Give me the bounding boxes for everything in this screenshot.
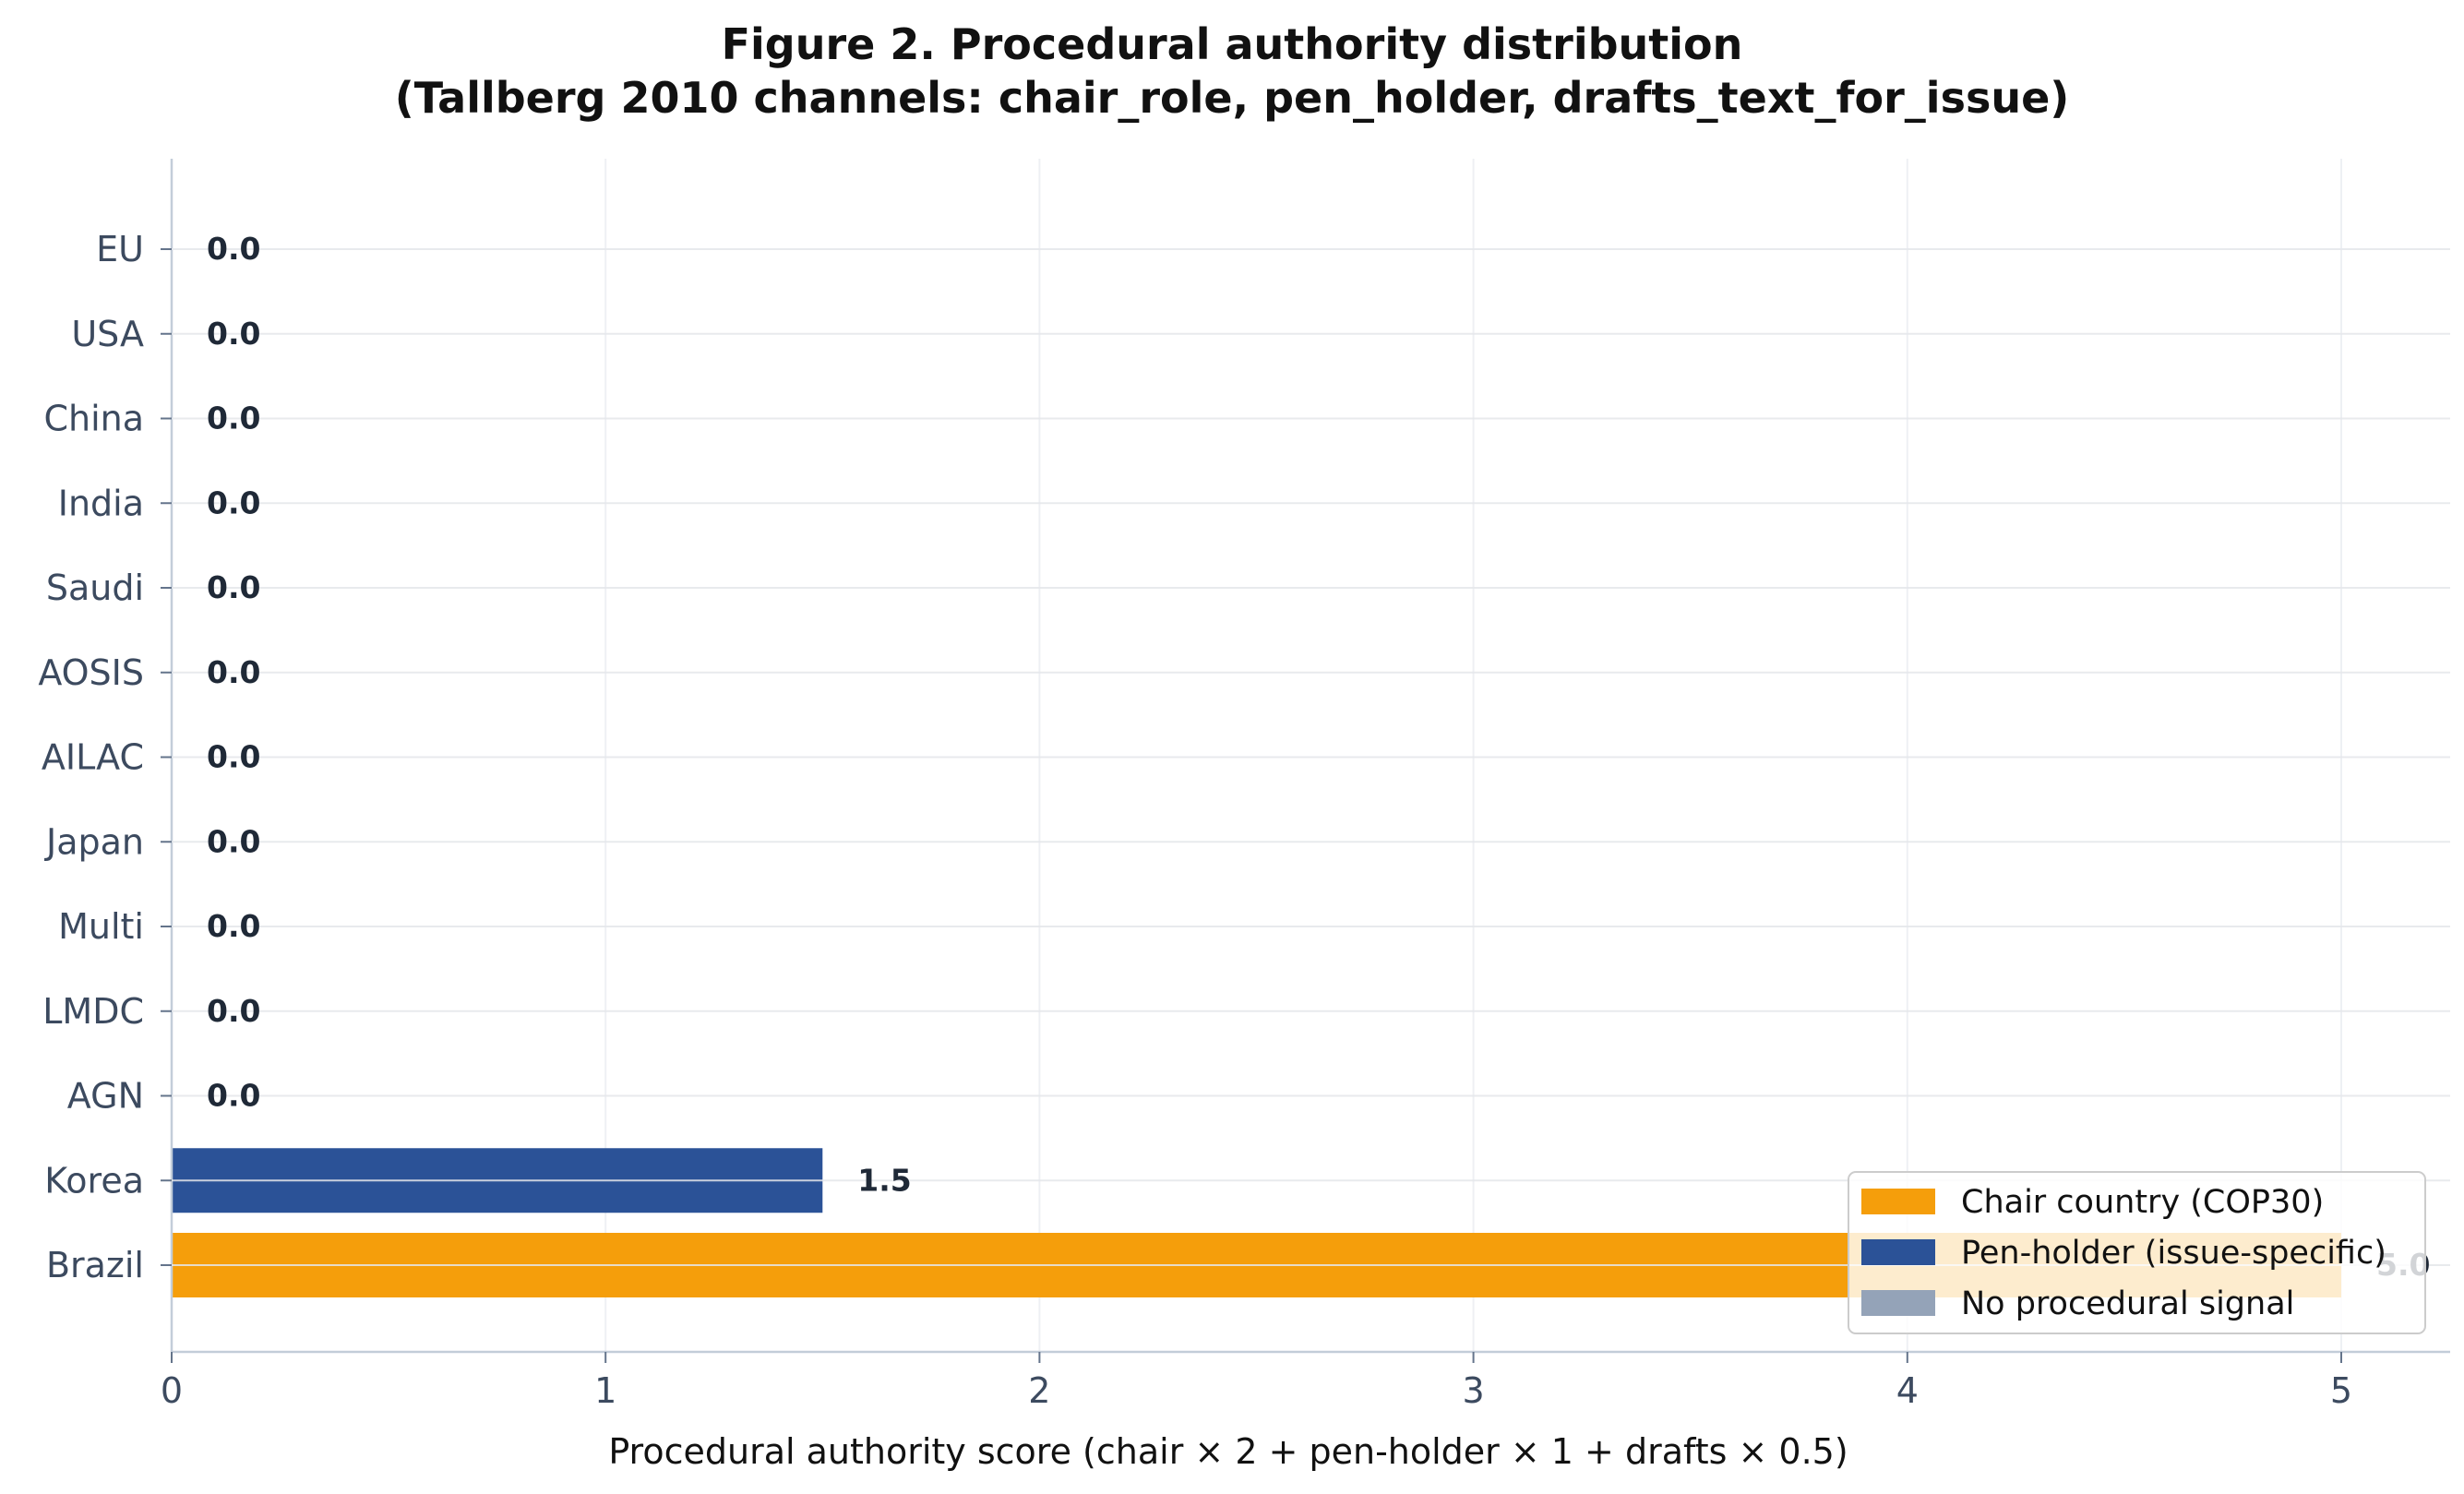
y-tick-label: USA: [71, 314, 144, 354]
x-tick-label: 1: [594, 1370, 616, 1411]
x-tick-label: 4: [1896, 1370, 1919, 1411]
data-label: 0.0: [207, 654, 260, 690]
data-label: 0.0: [207, 484, 260, 520]
x-tick-label: 0: [161, 1370, 183, 1411]
data-label: 0.0: [207, 231, 260, 267]
legend-swatch-none: [1861, 1290, 1935, 1316]
y-tick-label: AOSIS: [38, 652, 144, 693]
legend-label-pen: Pen-holder (issue-specific): [1961, 1235, 2386, 1272]
data-labels: 0.00.00.00.00.00.00.00.00.00.00.01.55.0: [207, 231, 2430, 1283]
legend-swatch-pen: [1861, 1239, 1935, 1265]
data-label: 0.0: [207, 400, 260, 436]
data-label: 0.0: [207, 823, 260, 859]
y-tick-label: Brazil: [46, 1245, 144, 1285]
data-label: 0.0: [207, 569, 260, 605]
y-tick-label: India: [58, 483, 144, 523]
x-tick-label: 2: [1028, 1370, 1050, 1411]
x-axis-label: Procedural authority score (chair × 2 + …: [608, 1431, 1848, 1472]
chart-subtitle: (Tallberg 2010 channels: chair_role, pen…: [395, 73, 2070, 123]
data-label: 0.0: [207, 1078, 260, 1114]
legend: Chair country (COP30) Pen-holder (issue-s…: [1848, 1171, 2426, 1334]
legend-swatch-chair: [1861, 1189, 1935, 1214]
y-tick-label: LMDC: [42, 991, 144, 1032]
data-label: 1.5: [857, 1162, 911, 1198]
x-tick-label: 3: [1463, 1370, 1485, 1411]
y-tick-label: Multi: [58, 906, 144, 947]
x-tick-label: 5: [2330, 1370, 2352, 1411]
y-tick-label: Japan: [44, 821, 144, 862]
y-tick-label: Korea: [44, 1160, 144, 1201]
data-label: 0.0: [207, 739, 260, 775]
data-label: 0.0: [207, 908, 260, 944]
y-tick-label: China: [43, 399, 144, 439]
legend-box: [1848, 1171, 2426, 1334]
y-tick-label: Saudi: [46, 568, 144, 608]
y-tick-label: AILAC: [42, 737, 144, 778]
y-tick-label: AGN: [67, 1076, 144, 1117]
y-axis-ticks: EU USA China India Saudi AOSIS AILAC Japan Multi…: [38, 229, 172, 1285]
data-label: 0.0: [207, 316, 260, 352]
legend-label-chair: Chair country (COP30): [1961, 1184, 2324, 1221]
data-label: 0.0: [207, 993, 260, 1029]
axes: [170, 159, 2450, 1354]
x-axis-ticks: 0 1 2 3 4 5: [161, 1352, 2352, 1411]
legend-label-none: No procedural signal: [1961, 1285, 2294, 1322]
chart-title: Figure 2. Procedural authority distribut…: [722, 19, 1743, 69]
y-tick-label: EU: [96, 229, 144, 269]
